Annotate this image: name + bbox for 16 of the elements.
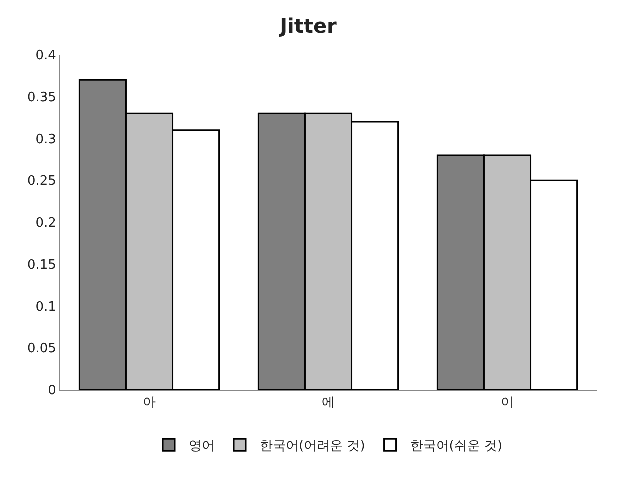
y-tick-label: 0.25 — [27, 174, 56, 190]
legend-label: 한국어(쉬운 것) — [410, 439, 503, 454]
y-tick-label: 0.05 — [27, 342, 56, 357]
legend-label: 영어 — [189, 439, 215, 454]
x-tick-label: 아 — [143, 396, 156, 411]
y-tick-label: 0.35 — [27, 90, 56, 106]
chart-title: Jitter — [278, 14, 338, 38]
y-tick-label: 0 — [48, 384, 56, 399]
y-tick-label: 0.2 — [36, 216, 56, 232]
x-tick-label: 에 — [322, 396, 335, 411]
x-tick-label: 이 — [501, 396, 514, 411]
y-tick-label: 0.15 — [27, 258, 56, 273]
y-tick-label: 0.4 — [36, 48, 56, 64]
legend-label: 한국어(어려운 것) — [260, 439, 366, 454]
y-tick-label: 0.1 — [36, 300, 56, 315]
y-tick-label: 0.3 — [36, 132, 56, 148]
